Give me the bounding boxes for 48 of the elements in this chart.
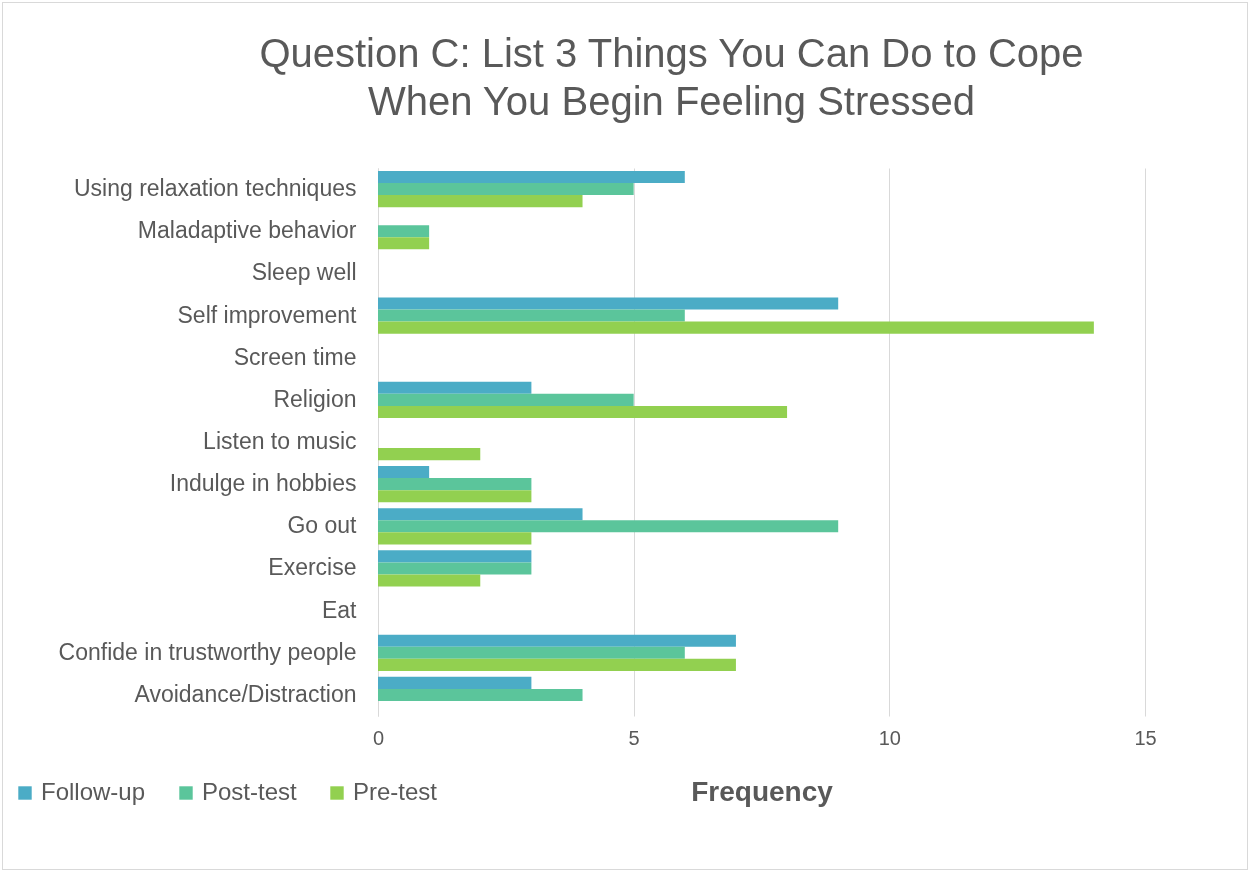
x-tick-label: 10	[878, 726, 901, 749]
bar	[378, 448, 481, 461]
legend-label: Pre-test	[353, 778, 438, 805]
bar	[378, 688, 583, 701]
bar	[378, 490, 532, 503]
bar	[378, 297, 839, 310]
y-tick-label: Exercise	[268, 554, 357, 581]
bar	[378, 225, 430, 238]
bar	[378, 634, 736, 647]
bar	[378, 574, 481, 587]
y-tick-label: Sleep well	[251, 259, 357, 286]
y-tick-label: Confide in trustworthy people	[58, 638, 357, 665]
bar	[378, 466, 430, 479]
bar	[378, 508, 583, 521]
bar	[378, 532, 532, 545]
y-tick-label: Self improvement	[177, 301, 358, 328]
y-tick-label: Go out	[287, 512, 358, 539]
bar	[378, 676, 532, 689]
x-tick-label: 5	[628, 726, 640, 749]
x-tick-label: 15	[1134, 726, 1157, 749]
bar	[378, 309, 685, 322]
bar	[378, 520, 839, 533]
bar	[378, 562, 532, 575]
bar	[378, 381, 532, 394]
y-tick-label: Maladaptive behavior	[137, 217, 357, 244]
bar	[378, 478, 532, 491]
bar	[378, 405, 788, 418]
y-tick-label: Avoidance/Distraction	[134, 680, 357, 707]
legend-label: Follow-up	[41, 778, 146, 805]
bar	[378, 170, 685, 184]
bar	[378, 646, 685, 659]
y-tick-label: Religion	[273, 385, 357, 412]
legend-label: Post-test	[202, 778, 298, 805]
y-tick-label: Screen time	[233, 343, 357, 370]
y-tick-label: Indulge in hobbies	[169, 470, 357, 497]
bar	[378, 237, 430, 250]
bar	[378, 658, 736, 671]
chart-title: Question C: List 3 Things You Can Do to Cope When You Begin Feeling Stressed	[259, 31, 1084, 123]
y-tick-label: Listen to music	[203, 428, 357, 454]
bar	[378, 393, 634, 406]
bar	[378, 195, 583, 208]
x-tick-label: 0	[372, 726, 385, 749]
bar	[378, 550, 532, 563]
y-tick-label: Eat	[321, 596, 358, 623]
bar	[378, 183, 634, 196]
y-tick-label: Using relaxation techniques	[73, 175, 357, 202]
bar	[378, 321, 1094, 334]
x-axis-title: Frequency	[691, 775, 834, 807]
